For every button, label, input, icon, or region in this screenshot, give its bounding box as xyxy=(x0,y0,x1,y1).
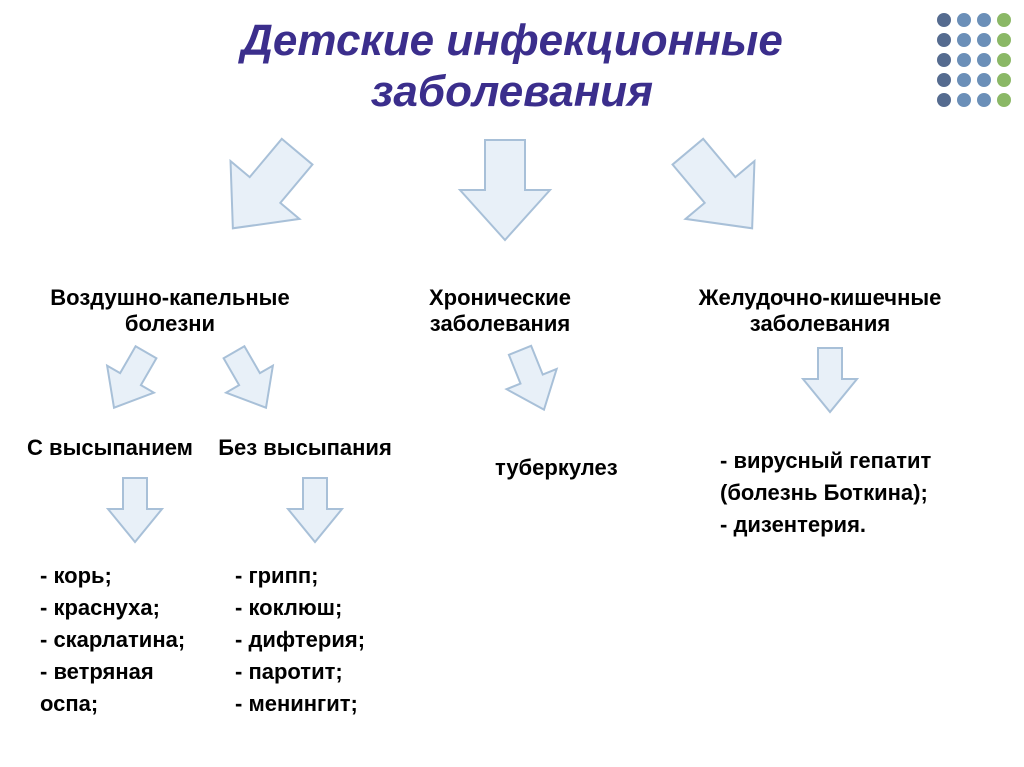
category-with-rash: С высыпанием xyxy=(10,435,210,461)
category-without-rash: Без высыпания xyxy=(195,435,415,461)
decorative-dot xyxy=(937,53,951,67)
decorative-dot xyxy=(997,53,1011,67)
title-line-1: Детские инфекционные xyxy=(241,16,783,65)
flow-arrow-large xyxy=(646,116,793,265)
flow-arrow-large xyxy=(191,116,338,265)
decorative-dots xyxy=(934,10,1014,110)
decorative-dot xyxy=(997,33,1011,47)
decorative-dot xyxy=(977,93,991,107)
decorative-dot xyxy=(957,13,971,27)
category-chronic: Хронические заболевания xyxy=(370,285,630,337)
decorative-dot xyxy=(997,13,1011,27)
flow-arrow-small xyxy=(207,335,294,426)
flow-arrow-large xyxy=(455,135,555,245)
decorative-dot xyxy=(937,13,951,27)
page-title: Детские инфекционные заболевания xyxy=(0,0,1024,117)
decorative-dot xyxy=(977,33,991,47)
flow-arrow-small xyxy=(105,475,165,545)
decorative-dot xyxy=(937,93,951,107)
list-without-rash: - грипп; - коклюш; - дифтерия; - паротит… xyxy=(235,560,365,719)
decorative-dot xyxy=(937,73,951,87)
decorative-dot xyxy=(997,93,1011,107)
decorative-dot xyxy=(957,73,971,87)
decorative-dot xyxy=(957,33,971,47)
decorative-dot xyxy=(957,53,971,67)
flow-arrow-small xyxy=(491,336,573,423)
category-airborne: Воздушно-капельные болезни xyxy=(20,285,320,337)
list-with-rash: - корь; - краснуха; - скарлатина; - ветр… xyxy=(40,560,185,719)
category-gastro: Желудочно-кишечные заболевания xyxy=(660,285,980,337)
decorative-dot xyxy=(977,73,991,87)
decorative-dot xyxy=(977,53,991,67)
decorative-dot xyxy=(937,33,951,47)
list-gastro: - вирусный гепатит (болезнь Боткина); - … xyxy=(720,445,931,541)
decorative-dot xyxy=(997,73,1011,87)
decorative-dot xyxy=(977,13,991,27)
flow-arrow-small xyxy=(87,335,174,426)
title-line-2: заболевания xyxy=(371,67,653,116)
decorative-dot xyxy=(957,93,971,107)
flow-arrow-small xyxy=(285,475,345,545)
flow-arrow-small xyxy=(800,345,860,415)
leaf-tuberculosis: туберкулез xyxy=(495,455,675,481)
